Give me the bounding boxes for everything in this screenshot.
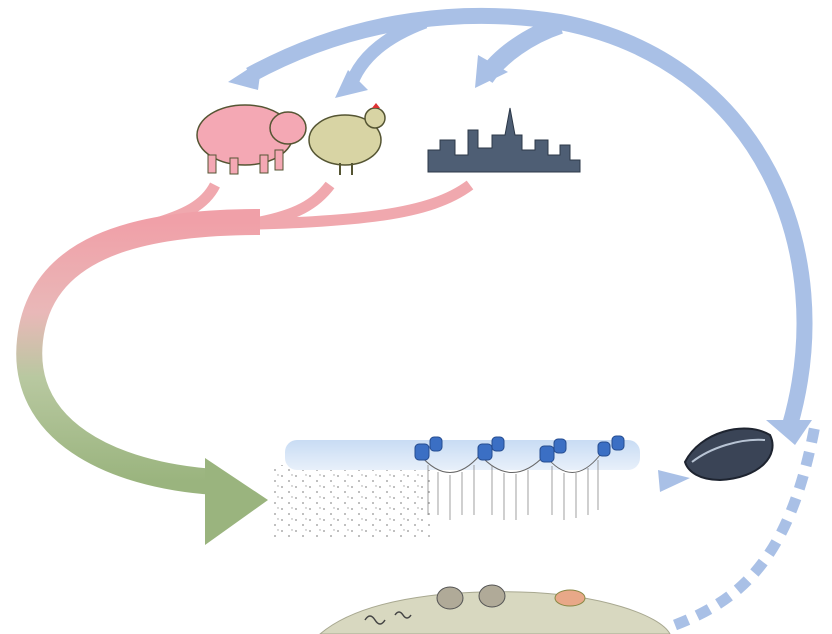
nutrient-cycle-illustration <box>0 0 832 634</box>
water-surface <box>285 440 640 470</box>
page <box>0 0 832 634</box>
mussel <box>685 429 773 480</box>
runoff-arrowhead <box>205 458 268 545</box>
crab <box>555 590 585 606</box>
chicken <box>309 103 385 175</box>
particles <box>270 465 430 540</box>
city <box>428 108 580 172</box>
seabed <box>320 585 670 634</box>
arrowhead-mussel-left <box>658 470 690 492</box>
barnacle <box>479 585 505 607</box>
arrowhead-pig <box>228 60 262 90</box>
runoff-flow <box>29 222 260 482</box>
pig <box>197 105 306 174</box>
barnacle <box>437 587 463 609</box>
